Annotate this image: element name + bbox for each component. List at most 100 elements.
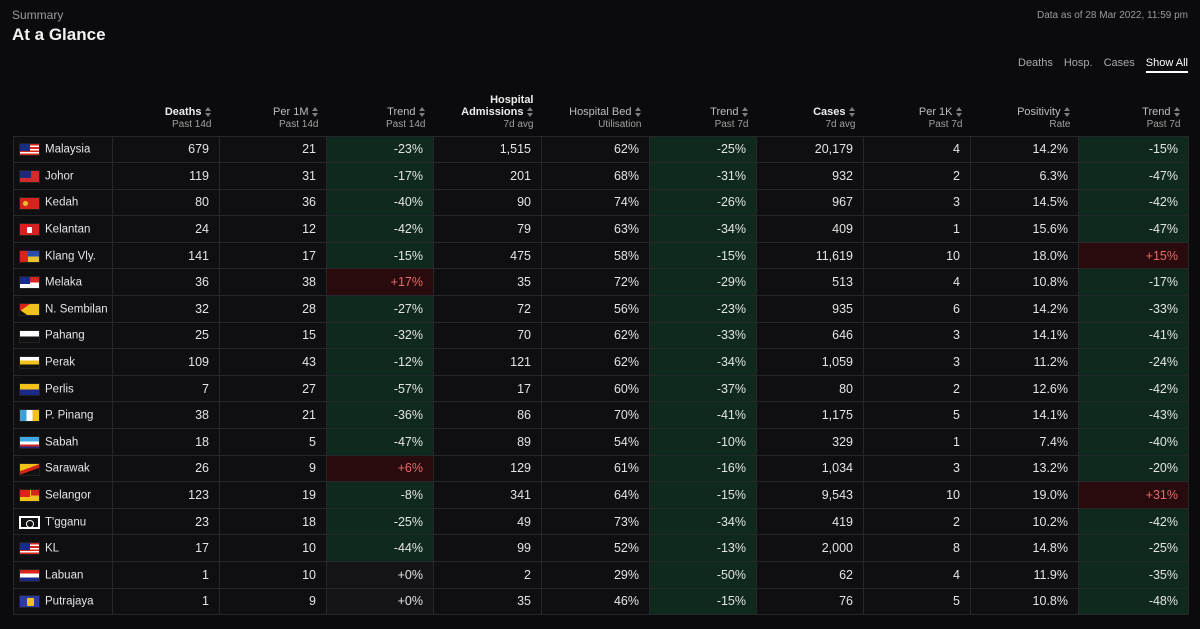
cell-cases: 2,000	[756, 534, 864, 562]
column-header-label: Per 1M	[273, 105, 309, 118]
sort-icon[interactable]	[848, 106, 856, 117]
state-cell: Melaka	[13, 268, 113, 297]
sarawak-flag-icon	[19, 462, 40, 476]
state-name: KL	[45, 542, 60, 555]
column-header-sublabel: 7d avg	[825, 118, 856, 130]
page-title: At a Glance	[12, 25, 106, 44]
column-header-trend-14d[interactable]: Trend Past 14d	[327, 90, 434, 136]
cell-pos: 19.0%	[970, 481, 1079, 509]
sort-icon[interactable]	[204, 106, 212, 117]
cell-hosp: 1,515	[433, 135, 542, 164]
cell-bed: 58%	[541, 241, 650, 270]
cell-hosp: 99	[433, 534, 542, 562]
tab-hosp[interactable]: Hosp.	[1063, 57, 1093, 69]
state-cell: Selangor	[13, 481, 113, 509]
cell-cases: 419	[756, 507, 864, 536]
sort-icon[interactable]	[1173, 106, 1181, 117]
table-row: Kelantan 24 12 -42% 79 63% -34% 409 1 15.6% -47%	[13, 215, 1189, 243]
cell-bed: 64%	[541, 481, 650, 509]
cell-per1k: 5	[863, 401, 971, 430]
state-name: Sabah	[45, 436, 79, 449]
terengganu-flag-icon	[19, 515, 40, 529]
column-header-hospital-admissions[interactable]: Hospital Admissions 7d avg	[434, 90, 542, 136]
cell-pos: 18.0%	[970, 241, 1079, 270]
cell-bed: 70%	[541, 401, 650, 430]
state-name: Johor	[45, 170, 74, 183]
sort-icon[interactable]	[526, 106, 534, 117]
column-header-hosp-trend-7d[interactable]: Trend Past 7d	[650, 90, 757, 136]
cell-hosp: 129	[433, 454, 542, 483]
table-row: Sabah 18 5 -47% 89 54% -10% 329 1 7.4% -40%	[13, 428, 1189, 456]
sort-icon[interactable]	[741, 106, 749, 117]
state-name: T'gganu	[45, 516, 87, 529]
cell-trend7c: -20%	[1078, 454, 1189, 483]
table-row: N. Sembilan 32 28 -27% 72 56% -23% 935 6 14.2% -33…	[13, 295, 1189, 323]
column-header-sublabel: Past 14d	[386, 118, 426, 130]
cell-trend14: +0%	[326, 587, 434, 616]
cell-trend14: +17%	[326, 268, 434, 297]
labuan-flag-icon	[19, 568, 40, 582]
tab-deaths[interactable]: Deaths	[1018, 57, 1053, 69]
cell-per1m: 9	[219, 587, 327, 616]
sort-icon[interactable]	[634, 106, 642, 117]
sort-icon[interactable]	[1063, 106, 1071, 117]
cell-trend14: -36%	[326, 401, 434, 430]
column-header-label: Trend	[1142, 105, 1171, 118]
column-header-cases[interactable]: Cases 7d avg	[757, 90, 864, 136]
table-row: Malaysia 679 21 -23% 1,515 62% -25% 20,179 4 14.2…	[13, 135, 1189, 164]
cell-trend7h: -29%	[649, 268, 757, 297]
cell-per1k: 6	[863, 295, 971, 323]
cell-cases: 409	[756, 215, 864, 243]
cell-cases: 1,034	[756, 454, 864, 483]
cell-trend7h: -15%	[649, 481, 757, 509]
cell-trend7c: -33%	[1078, 295, 1189, 323]
column-header-sublabel: Past 7d	[714, 118, 749, 130]
state-cell: Sabah	[13, 428, 113, 456]
sort-icon[interactable]	[955, 106, 963, 117]
cell-per1k: 10	[863, 481, 971, 509]
cell-cases: 513	[756, 268, 864, 297]
column-header-cases-trend-7d[interactable]: Trend Past 7d	[1079, 90, 1189, 136]
cell-per1k: 3	[863, 321, 971, 350]
cell-per1m: 43	[219, 348, 327, 376]
cell-per1m: 5	[219, 428, 327, 456]
tab-show-all[interactable]: Show All	[1145, 57, 1188, 73]
tab-cases[interactable]: Cases	[1103, 57, 1135, 69]
cell-hosp: 86	[433, 401, 542, 430]
column-header-label: Hospital Bed	[569, 105, 632, 118]
column-header-deaths[interactable]: Deaths Past 14d	[113, 90, 220, 136]
cell-pos: 10.8%	[970, 587, 1079, 616]
column-header-per-1m[interactable]: Per 1M Past 14d	[220, 90, 327, 136]
selangor-flag-icon	[19, 489, 40, 503]
cell-trend7c: -43%	[1078, 401, 1189, 430]
cell-bed: 73%	[541, 507, 650, 536]
cell-per1m: 36	[219, 188, 327, 217]
cell-cases: 967	[756, 188, 864, 217]
cell-per1m: 21	[219, 401, 327, 430]
cell-per1m: 27	[219, 374, 327, 403]
table-row: Melaka 36 38 +17% 35 72% -29% 513 4 10.8% -17%	[13, 268, 1189, 297]
sabah-flag-icon	[19, 435, 40, 449]
cell-cases: 935	[756, 295, 864, 323]
cell-bed: 61%	[541, 454, 650, 483]
cell-deaths: 18	[112, 428, 220, 456]
column-header-hospital-bed-utilisation[interactable]: Hospital Bed Utilisation	[542, 90, 650, 136]
column-header-positivity-rate[interactable]: Positivity Rate	[971, 90, 1079, 136]
sort-icon[interactable]	[311, 106, 319, 117]
column-header-per-1k[interactable]: Per 1K Past 7d	[864, 90, 971, 136]
state-name: Sarawak	[45, 463, 90, 476]
kelantan-flag-icon	[19, 223, 40, 237]
cell-trend7c: -47%	[1078, 215, 1189, 243]
state-cell: Labuan	[13, 561, 113, 589]
cell-bed: 62%	[541, 348, 650, 376]
cell-per1k: 2	[863, 507, 971, 536]
cell-trend7h: -37%	[649, 374, 757, 403]
cell-hosp: 201	[433, 162, 542, 190]
cell-trend7h: -31%	[649, 162, 757, 190]
table-row: Pahang 25 15 -32% 70 62% -33% 646 3 14.1% -41%	[13, 321, 1189, 350]
state-cell: P. Pinang	[13, 401, 113, 430]
cell-hosp: 79	[433, 215, 542, 243]
sort-icon[interactable]	[418, 106, 426, 117]
cell-pos: 11.2%	[970, 348, 1079, 376]
cell-pos: 10.8%	[970, 268, 1079, 297]
